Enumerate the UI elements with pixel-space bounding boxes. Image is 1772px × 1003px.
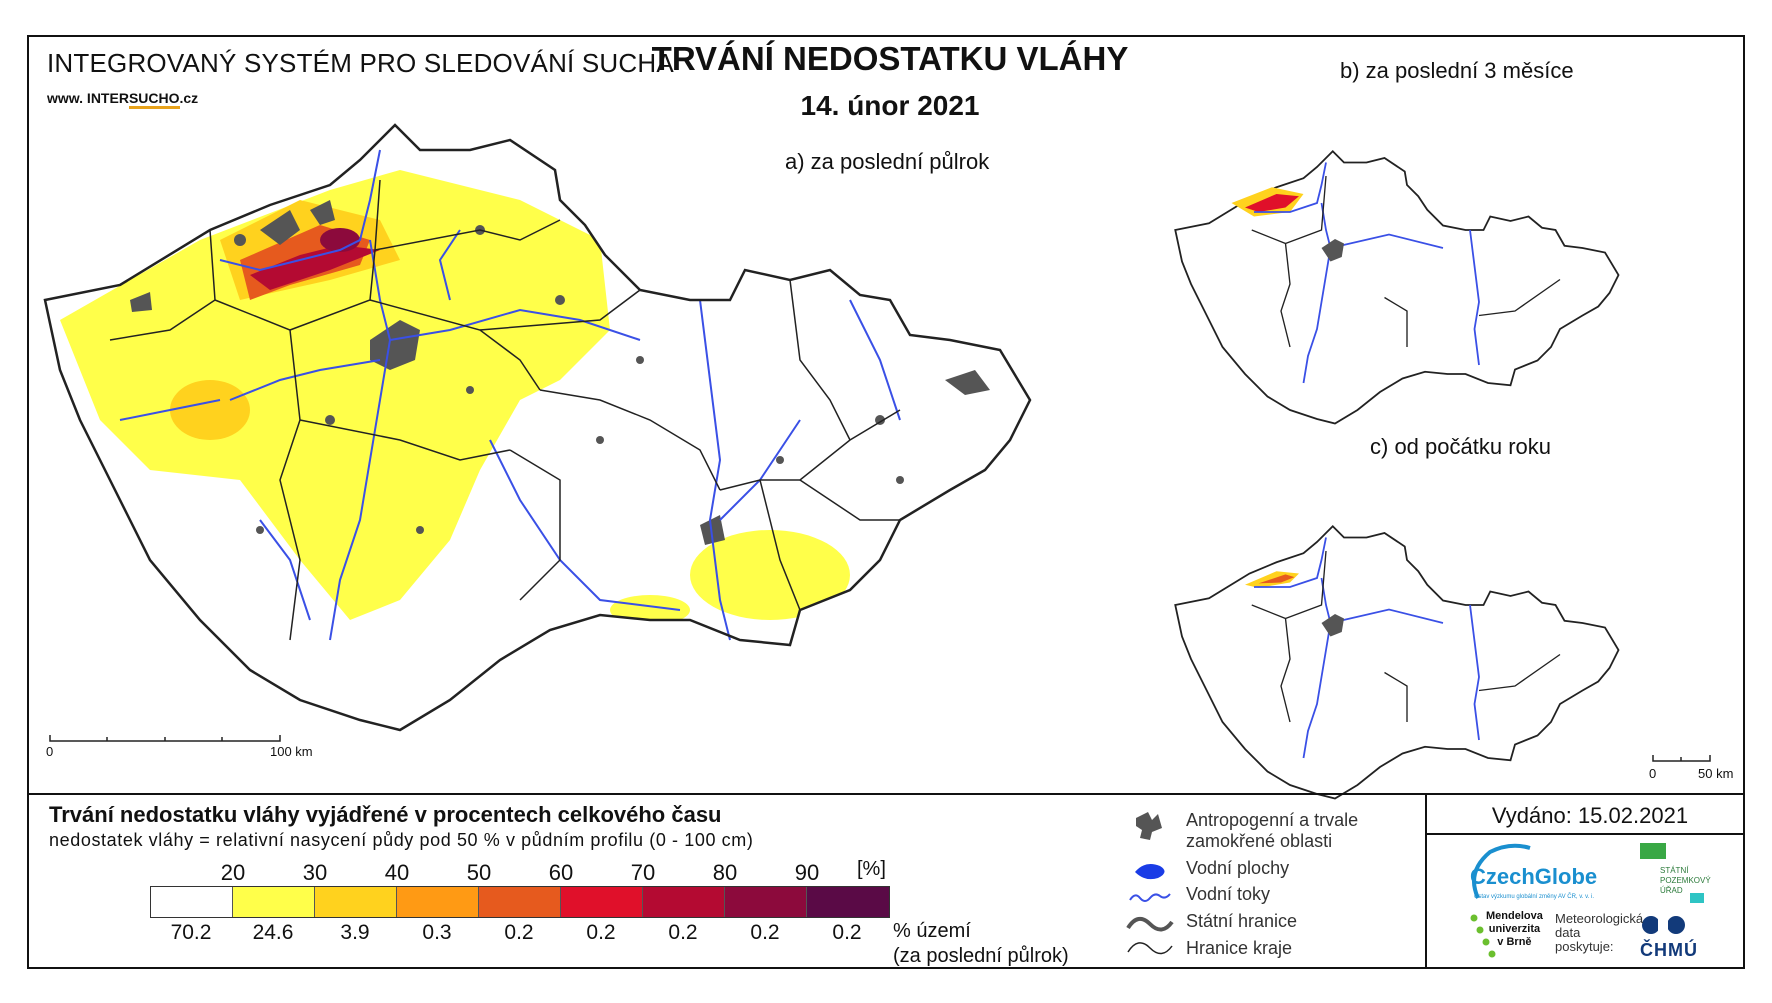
area-percent: 0.2 xyxy=(668,921,698,944)
spu-line-3: ÚŘAD xyxy=(1660,886,1683,895)
mendel-logo: Mendelova univerzita v Brně xyxy=(1486,910,1543,949)
map-date: 14. únor 2021 xyxy=(800,90,980,121)
color-scale-cell xyxy=(151,887,233,917)
map-b-label: b) za poslední 3 měsíce xyxy=(1340,58,1574,83)
legend-title: Trvání nedostatku vláhy vyjádřené v proc… xyxy=(49,802,722,827)
legend-subtitle: nedostatek vláhy = relativní nasycení pů… xyxy=(49,830,754,850)
threshold-label: 50 xyxy=(466,860,492,885)
color-scale-cell xyxy=(397,887,479,917)
mendel-line-2: univerzita xyxy=(1488,923,1541,935)
legend-region-border: Hranice kraje xyxy=(1186,938,1293,958)
map-c-label: c) od počátku roku xyxy=(1370,434,1551,459)
issued-date: Vydáno: 15.02.2021 xyxy=(1491,803,1689,828)
met-line-3: poskytuje: xyxy=(1555,939,1614,954)
legend-anthropogenic-2: zamokřené oblasti xyxy=(1186,831,1333,851)
area-percent: 70.2 xyxy=(170,921,212,944)
mendel-line-1: Mendelova xyxy=(1486,910,1543,922)
area-percent-label-1: % území xyxy=(893,920,971,942)
threshold-label: 60 xyxy=(548,860,574,885)
czechglobe-logo: CzechGlobe xyxy=(1470,864,1598,889)
scale-small-end: 50 km xyxy=(1698,766,1734,781)
area-percent: 0.2 xyxy=(586,921,616,944)
met-data-credit: Meteorologická data poskytuje: xyxy=(1555,912,1643,954)
area-percent-label-2: (za poslední půlrok) xyxy=(893,945,1069,967)
scale-small-start: 0 xyxy=(1649,766,1657,781)
area-percent-label: % území (za poslední půlrok) xyxy=(893,919,1069,969)
legend-anthropogenic: Antropogenní a trvale zamokřené oblasti xyxy=(1186,810,1358,852)
threshold-label: 40 xyxy=(384,860,410,885)
website-suffix: .cz xyxy=(179,90,199,106)
website-prefix: www. INTER xyxy=(47,90,129,106)
spu-line-2: POZEMKOVÝ xyxy=(1660,876,1711,885)
legend-water-bodies: Vodní plochy xyxy=(1186,858,1290,878)
threshold-label: 30 xyxy=(302,860,328,885)
color-scale-bar xyxy=(150,886,890,918)
color-scale-cell xyxy=(807,887,889,917)
spu-logo: STÁTNÍ POZEMKOVÝ ÚŘAD xyxy=(1660,866,1711,896)
color-scale-cell xyxy=(725,887,807,917)
legend-anthropogenic-1: Antropogenní a trvale xyxy=(1186,810,1359,830)
scale-main-start: 0 xyxy=(46,744,54,759)
legend-state-border: Státní hranice xyxy=(1186,911,1298,931)
area-percent: 0.2 xyxy=(750,921,780,944)
color-scale-cell xyxy=(643,887,725,917)
threshold-label: 80 xyxy=(712,860,738,885)
system-title: INTEGROVANÝ SYSTÉM PRO SLEDOVÁNÍ SUCHA xyxy=(47,48,674,78)
main-title: TRVÁNÍ NEDOSTATKU VLÁHY xyxy=(651,40,1129,77)
threshold-label: 70 xyxy=(630,860,656,885)
threshold-label: 90 xyxy=(794,860,820,885)
legend-unit: [%] xyxy=(857,858,886,880)
area-percent: 0.2 xyxy=(504,921,534,944)
map-a-label: a) za poslední půlrok xyxy=(785,149,990,174)
scale-main-end: 100 km xyxy=(270,744,313,759)
chmu-logo: ČHMÚ xyxy=(1640,940,1698,960)
mendel-line-3: v Brně xyxy=(1497,936,1532,948)
threshold-label: 20 xyxy=(220,860,246,885)
website-accent: SUCHO xyxy=(128,90,180,109)
area-percent: 24.6 xyxy=(252,921,294,944)
color-scale-cell xyxy=(233,887,315,917)
area-percent: 3.9 xyxy=(340,921,370,944)
met-line-1: Meteorologická xyxy=(1555,911,1644,926)
area-percent: 0.3 xyxy=(422,921,452,944)
met-line-2: data xyxy=(1555,925,1581,940)
color-scale-cell xyxy=(479,887,561,917)
legend-water-streams: Vodní toky xyxy=(1186,884,1271,904)
footer-divider-horizontal xyxy=(1425,833,1745,835)
color-scale-cell xyxy=(561,887,643,917)
website-link[interactable]: www. INTERSUCHO.cz xyxy=(47,90,199,109)
legend-divider xyxy=(27,793,1745,795)
area-percent: 0.2 xyxy=(832,921,862,944)
czechglobe-subtitle: Ústav výzkumu globální změny AV ČR, v. v… xyxy=(1474,894,1595,900)
color-scale-cell xyxy=(315,887,397,917)
spu-line-1: STÁTNÍ xyxy=(1660,866,1689,875)
footer-divider-vertical xyxy=(1425,793,1427,969)
